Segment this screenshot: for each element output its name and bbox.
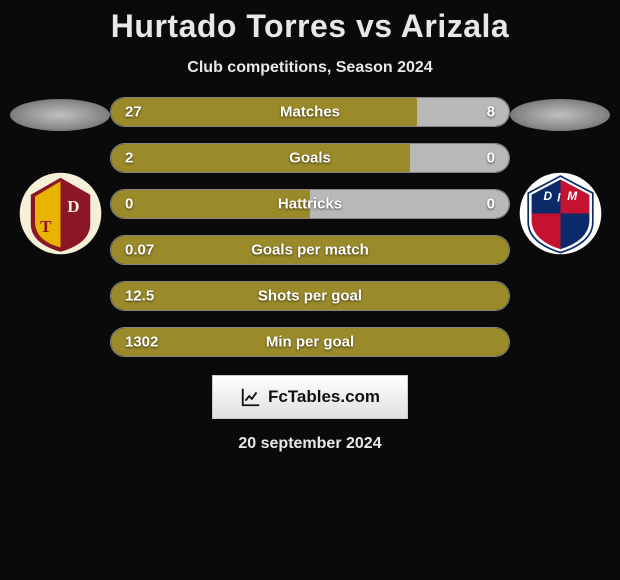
stat-label: Min per goal	[266, 334, 354, 351]
stat-label: Goals per match	[251, 242, 369, 259]
stat-value-left: 0	[125, 196, 133, 213]
stat-row: Hattricks 0 0	[110, 189, 510, 219]
watermark-text: FcTables.com	[268, 387, 380, 407]
stat-label: Matches	[280, 104, 340, 121]
main-content: D T D I M Matches 2	[0, 97, 620, 357]
stat-value-left: 27	[125, 104, 142, 121]
stat-value-right: 8	[487, 104, 495, 121]
stat-value-left: 12.5	[125, 288, 154, 305]
stat-value-right: 0	[487, 196, 495, 213]
stat-left-fill	[111, 98, 417, 126]
subtitle: Club competitions, Season 2024	[0, 59, 620, 77]
svg-text:M: M	[567, 189, 578, 203]
club-logo-right-icon: D I M	[518, 171, 603, 256]
stat-bars: Matches 27 8 Goals 2 0 Hattricks 0 0 Goals per ma…	[110, 97, 510, 357]
stat-value-right: 0	[487, 150, 495, 167]
stat-row: Goals per match 0.07	[110, 235, 510, 265]
stat-value-left: 0.07	[125, 242, 154, 259]
stat-row: Min per goal 1302	[110, 327, 510, 357]
stat-left-fill	[111, 144, 410, 172]
stat-value-left: 2	[125, 150, 133, 167]
svg-text:D: D	[67, 197, 79, 216]
club-logo-left-icon: D T	[18, 171, 103, 256]
date-label: 20 september 2024	[0, 435, 620, 453]
stat-row: Matches 27 8	[110, 97, 510, 127]
player-right-avatar-placeholder	[510, 99, 610, 131]
watermark-chart-icon	[240, 386, 262, 408]
stat-label: Shots per goal	[258, 288, 362, 305]
stat-right-fill	[417, 98, 509, 126]
player-left-col: D T	[0, 97, 120, 256]
stat-label: Hattricks	[278, 196, 342, 213]
watermark: FcTables.com	[212, 375, 408, 419]
stat-row: Goals 2 0	[110, 143, 510, 173]
player-left-avatar-placeholder	[10, 99, 110, 131]
svg-text:D: D	[543, 189, 552, 203]
player-right-col: D I M	[500, 97, 620, 256]
club-badge-right: D I M	[518, 171, 603, 256]
stat-label: Goals	[289, 150, 331, 167]
comparison-card: Hurtado Torres vs Arizala Club competiti…	[0, 0, 620, 580]
stat-value-left: 1302	[125, 334, 158, 351]
page-title: Hurtado Torres vs Arizala	[0, 8, 620, 45]
stat-row: Shots per goal 12.5	[110, 281, 510, 311]
svg-text:T: T	[40, 217, 52, 236]
club-badge-left: D T	[18, 171, 103, 256]
